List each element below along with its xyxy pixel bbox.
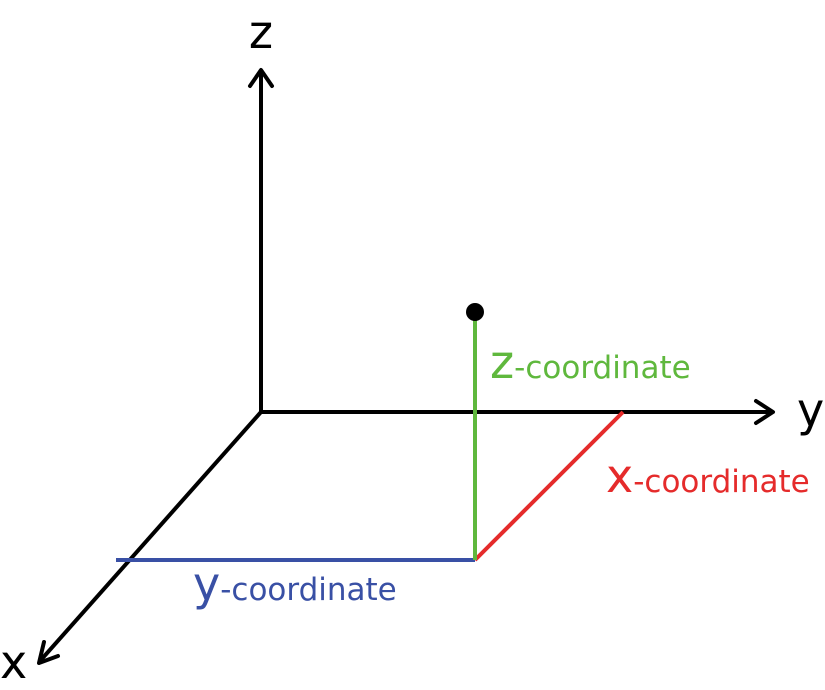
z-coordinate-suffix: -coordinate [514, 350, 691, 386]
x-axis [38, 410, 263, 663]
y-coordinate-letter: y [193, 557, 220, 611]
y-coordinate-label: y-coordinate [193, 557, 397, 611]
y-axis-label: y [797, 383, 824, 437]
x-coordinate-suffix: -coordinate [633, 464, 810, 500]
z-axis-arrowhead [248, 68, 274, 88]
y-coordinate-suffix: -coordinate [220, 572, 397, 608]
z-axis-label: z [249, 5, 273, 59]
x-coordinate-line [473, 410, 625, 562]
y-axis-arrowhead [754, 399, 775, 425]
z-coordinate-label: z-coordinate [490, 335, 691, 389]
z-coordinate-letter: z [490, 335, 514, 389]
point-marker [466, 303, 484, 321]
x-coordinate-label: x-coordinate [606, 449, 810, 503]
x-axis-label: x [0, 635, 27, 689]
x-axis-arrowhead [37, 640, 60, 665]
x-coordinate-letter: x [606, 449, 633, 503]
